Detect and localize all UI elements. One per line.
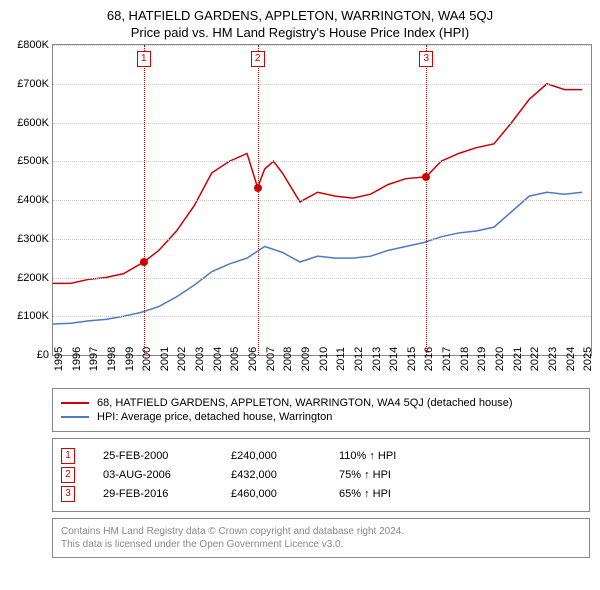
sale-marker-box: 2 — [251, 51, 265, 67]
x-tick-label: 2004 — [212, 347, 224, 371]
x-tick-label: 2003 — [194, 347, 206, 371]
sales-table: 1 25-FEB-2000 £240,000 110% ↑ HPI 2 03-A… — [52, 438, 590, 512]
x-tick-label: 2010 — [318, 347, 330, 371]
legend-swatch — [61, 402, 89, 404]
sale-marker-box: 3 — [419, 51, 433, 67]
footer-line1: Contains HM Land Registry data © Crown c… — [61, 525, 581, 538]
x-tick-label: 1995 — [53, 347, 65, 371]
x-tick-label: 2005 — [229, 347, 241, 371]
gridline-h — [53, 278, 591, 279]
x-tick-label: 2013 — [371, 347, 383, 371]
series-line — [53, 84, 582, 284]
y-tick-label: £600K — [17, 117, 49, 129]
y-tick-label: £0 — [37, 349, 49, 361]
x-tick-label: 2001 — [159, 347, 171, 371]
sale-dot — [254, 184, 262, 192]
plot-area: £0£100K£200K£300K£400K£500K£600K£700K£80… — [52, 44, 592, 356]
sale-pct: 110% ↑ HPI — [339, 450, 439, 462]
x-tick-label: 1996 — [71, 347, 83, 371]
x-tick-label: 2024 — [565, 347, 577, 371]
y-tick-label: £200K — [17, 272, 49, 284]
gridline-h — [53, 239, 591, 240]
chart-title-line2: Price paid vs. HM Land Registry's House … — [0, 25, 600, 40]
legend-item: HPI: Average price, detached house, Warr… — [61, 411, 581, 423]
y-tick-label: £700K — [17, 78, 49, 90]
gridline-h — [53, 84, 591, 85]
sale-marker-box: 3 — [61, 486, 75, 502]
x-tick-label: 2016 — [423, 347, 435, 371]
x-tick-label: 2020 — [494, 347, 506, 371]
y-tick-label: £500K — [17, 155, 49, 167]
y-tick-label: £100K — [17, 310, 49, 322]
y-tick-label: £800K — [17, 39, 49, 51]
gridline-h — [53, 123, 591, 124]
gridline-h — [53, 161, 591, 162]
x-tick-label: 2023 — [547, 347, 559, 371]
gridline-h — [53, 316, 591, 317]
footer-note: Contains HM Land Registry data © Crown c… — [52, 518, 590, 558]
legend-label: HPI: Average price, detached house, Warr… — [97, 411, 332, 423]
legend-swatch — [61, 416, 89, 418]
sale-event-line — [144, 45, 145, 355]
x-tick-label: 2015 — [406, 347, 418, 371]
legend-item: 68, HATFIELD GARDENS, APPLETON, WARRINGT… — [61, 397, 581, 409]
sale-price: £432,000 — [231, 469, 311, 481]
sale-row: 3 29-FEB-2016 £460,000 65% ↑ HPI — [61, 486, 581, 502]
x-tick-label: 2008 — [282, 347, 294, 371]
sale-date: 29-FEB-2016 — [103, 488, 203, 500]
chart-title-line1: 68, HATFIELD GARDENS, APPLETON, WARRINGT… — [0, 8, 600, 23]
x-tick-label: 2022 — [529, 347, 541, 371]
sale-price: £240,000 — [231, 450, 311, 462]
sale-price: £460,000 — [231, 488, 311, 500]
sale-dot — [422, 173, 430, 181]
x-tick-label: 2014 — [388, 347, 400, 371]
sale-event-line — [426, 45, 427, 355]
sale-pct: 75% ↑ HPI — [339, 469, 439, 481]
sale-date: 03-AUG-2006 — [103, 469, 203, 481]
chart-container: 68, HATFIELD GARDENS, APPLETON, WARRINGT… — [0, 0, 600, 558]
sale-date: 25-FEB-2000 — [103, 450, 203, 462]
sale-marker-box: 1 — [61, 448, 75, 464]
x-tick-label: 2019 — [476, 347, 488, 371]
sale-event-line — [258, 45, 259, 355]
series-line — [53, 192, 582, 324]
x-tick-label: 1999 — [124, 347, 136, 371]
x-tick-label: 2009 — [300, 347, 312, 371]
sale-dot — [140, 258, 148, 266]
footer-line2: This data is licensed under the Open Gov… — [61, 538, 581, 551]
x-tick-label: 2017 — [441, 347, 453, 371]
y-tick-label: £300K — [17, 233, 49, 245]
x-tick-label: 1998 — [106, 347, 118, 371]
x-tick-label: 2021 — [512, 347, 524, 371]
gridline-h — [53, 200, 591, 201]
x-tick-label: 2018 — [459, 347, 471, 371]
sale-marker-box: 2 — [61, 467, 75, 483]
gridline-h — [53, 45, 591, 46]
legend-label: 68, HATFIELD GARDENS, APPLETON, WARRINGT… — [97, 397, 512, 409]
x-tick-label: 2011 — [335, 347, 347, 371]
x-tick-label: 2025 — [582, 347, 594, 371]
x-tick-label: 2002 — [176, 347, 188, 371]
x-tick-label: 2007 — [265, 347, 277, 371]
sale-row: 2 03-AUG-2006 £432,000 75% ↑ HPI — [61, 467, 581, 483]
legend-box: 68, HATFIELD GARDENS, APPLETON, WARRINGT… — [52, 388, 590, 432]
sale-marker-box: 1 — [137, 51, 151, 67]
title-block: 68, HATFIELD GARDENS, APPLETON, WARRINGT… — [0, 0, 600, 44]
y-tick-label: £400K — [17, 194, 49, 206]
x-tick-label: 1997 — [88, 347, 100, 371]
sale-row: 1 25-FEB-2000 £240,000 110% ↑ HPI — [61, 448, 581, 464]
x-tick-label: 2012 — [353, 347, 365, 371]
sale-pct: 65% ↑ HPI — [339, 488, 439, 500]
